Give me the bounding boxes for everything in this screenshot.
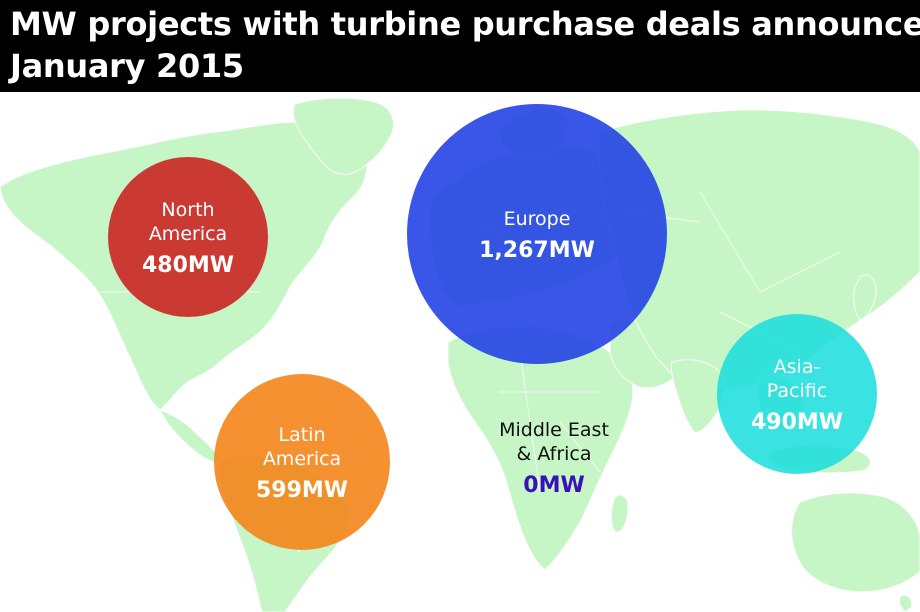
region-name-middle-east-africa-1: Middle East [499, 419, 609, 441]
region-value-asia-pacific: 490MW [751, 410, 843, 435]
region-name-asia-pacific-1: Asia- [774, 356, 821, 378]
land-australia [791, 492, 920, 593]
land-greenland [292, 97, 394, 175]
world-map-svg: NorthAmerica480MWEurope1,267MWLatinAmeri… [0, 97, 920, 612]
region-name-asia-pacific-2: Pacific [767, 380, 827, 402]
bubble-labels: NorthAmerica480MWEurope1,267MWLatinAmeri… [142, 199, 843, 503]
region-name-latin-america-2: America [263, 448, 341, 470]
bubble-europe [407, 104, 667, 364]
bubble-asia-pacific [717, 314, 877, 474]
region-value-middle-east-africa: 0MW [523, 473, 584, 498]
region-name-latin-america-1: Latin [279, 424, 326, 446]
land-japan [853, 274, 877, 321]
region-value-latin-america: 599MW [256, 478, 348, 503]
region-value-north-america: 480MW [142, 253, 234, 278]
region-name-north-america-1: North [161, 199, 214, 221]
bubble-latin-america [214, 374, 390, 550]
chart-title-bar: MW projects with turbine purchase deals … [0, 0, 920, 92]
world-map: North America 480MW Europe 1,267MW Latin Ameri… [0, 92, 920, 612]
region-name-north-america-2: America [149, 223, 227, 245]
region-name-europe-1: Europe [504, 208, 571, 230]
region-name-middle-east-africa-2: & Africa [516, 443, 591, 465]
bubbles [108, 104, 877, 550]
region-value-europe: 1,267MW [479, 238, 595, 263]
bubble-north-america [108, 157, 268, 317]
land-india [671, 359, 726, 433]
land-central-america [158, 409, 223, 463]
land-madagascar [610, 494, 629, 533]
land-new-zealand [898, 594, 913, 612]
chart-title-line-1: MW projects with turbine purchase deals … [10, 5, 920, 43]
chart-title-line-2: January 2015 [10, 47, 244, 85]
